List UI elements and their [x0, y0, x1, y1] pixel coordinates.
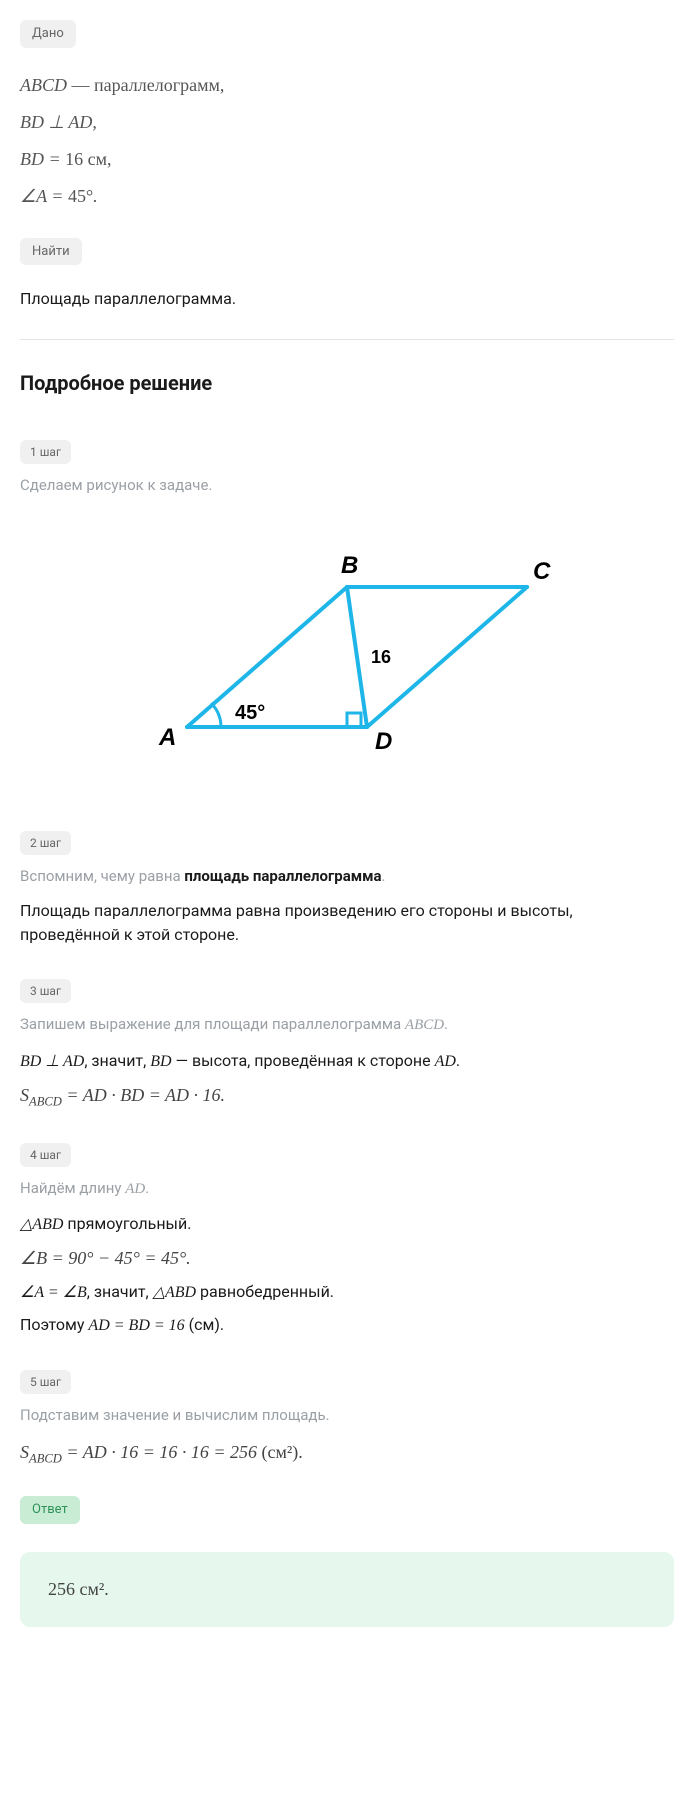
step2-intro-post: . [382, 867, 386, 885]
step3-bd: BD [150, 1053, 171, 1070]
given-line2: BD ⊥ AD, [20, 109, 674, 136]
step4-line3: ∠A = ∠B, значит, △ABD равнобедренный. [20, 1280, 674, 1305]
step3-ad: AD [435, 1053, 456, 1070]
step4-angles: ∠A = ∠B [20, 1284, 87, 1301]
step2-badge: 2 шаг [20, 831, 71, 855]
step1-badge: 1 шаг [20, 440, 71, 464]
step2-intro-pre: Вспомним, чему равна [20, 867, 184, 885]
given-line4: ∠A = 45°. [20, 183, 674, 210]
step4-intro-post: . [145, 1179, 149, 1197]
step4-line4-pre: Поэтому [20, 1315, 88, 1334]
step4-badge: 4 шаг [20, 1143, 71, 1167]
svg-text:45°: 45° [235, 702, 265, 724]
step4-line4-unit: (см). [185, 1315, 224, 1334]
step3-s: S [20, 1085, 29, 1105]
given-bd-val: 16 [65, 149, 83, 169]
find-text: Площадь параллелограмма. [20, 287, 674, 311]
step5-unit: (см²). [257, 1442, 303, 1462]
step5-formula: SABCD = AD · 16 = 16 · 16 = 256 (см²). [20, 1439, 674, 1468]
step3-bd-perp: BD ⊥ AD [20, 1053, 84, 1070]
given-bd-unit: см, [83, 149, 111, 169]
answer-unit: см². [75, 1579, 109, 1599]
divider [20, 339, 674, 340]
find-badge: Найти [20, 238, 82, 266]
step4-line1-post: прямоугольный. [63, 1214, 191, 1233]
step4-line3-post: равнобедренный. [196, 1282, 334, 1301]
step3-mid: , значит, [84, 1051, 150, 1070]
step3-formula: SABCD = AD · BD = AD · 16. [20, 1082, 674, 1111]
step5-badge: 5 шаг [20, 1370, 71, 1394]
answer-badge: Ответ [20, 1496, 80, 1524]
given-angle-a: ∠A = [20, 186, 68, 206]
given-badge: Дано [20, 20, 76, 48]
step5-s: S [20, 1442, 29, 1462]
step4-intro: Найдём длину AD. [20, 1177, 674, 1201]
step3-intro-post: . [444, 1015, 448, 1033]
step4-line3-mid: , значит, [87, 1282, 153, 1301]
given-line1: ABCD — параллелограмм, [20, 72, 674, 99]
step4-intro-math: AD [125, 1181, 145, 1197]
step3-line1: BD ⊥ AD, значит, BD — высота, проведённа… [20, 1049, 674, 1074]
step3-intro-pre: Запишем выражение для площади параллелог… [20, 1015, 405, 1033]
step4-tri: △ABD [20, 1216, 63, 1233]
step3-intro: Запишем выражение для площади параллелог… [20, 1013, 674, 1037]
step3-eq: = AD · BD = AD · 16. [62, 1085, 225, 1105]
given-line3: BD = 16 см, [20, 146, 674, 173]
given-abcd: ABCD [20, 75, 67, 95]
answer-box: 256 см². [20, 1552, 674, 1627]
given-line1-post: — параллелограмм, [67, 75, 224, 95]
step4-line4-math: AD = BD = 16 [88, 1317, 184, 1334]
step3-intro-math: ABCD [405, 1017, 444, 1033]
given-angle-post: . [93, 186, 98, 206]
svg-text:D: D [375, 728, 392, 755]
step4-tri2: △ABD [153, 1284, 196, 1301]
solution-title: Подробное решение [20, 368, 674, 398]
step2-intro-bold: площадь параллелограмма [184, 867, 381, 885]
step4-line2: ∠B = 90° − 45° = 45°. [20, 1245, 674, 1272]
given-bd-eq: BD = [20, 149, 65, 169]
step3-badge: 3 шаг [20, 979, 71, 1003]
step4-intro-pre: Найдём длину [20, 1179, 125, 1197]
svg-text:B: B [341, 552, 358, 579]
step2-text: Площадь параллелограмма равна произведен… [20, 899, 674, 947]
step5-eq: = AD · 16 = 16 · 16 = 256 [62, 1442, 257, 1462]
step5-intro: Подставим значение и вычислим площадь. [20, 1404, 674, 1427]
given-angle-val: 45° [68, 186, 93, 206]
step3-end: . [456, 1051, 460, 1070]
step4-line1: △ABD прямоугольный. [20, 1212, 674, 1237]
step2-intro: Вспомним, чему равна площадь параллелогр… [20, 865, 674, 888]
parallelogram-figure: A B C D 45° 16 [127, 527, 567, 767]
step4-line4: Поэтому AD = BD = 16 (см). [20, 1313, 674, 1338]
step5-sub: ABCD [29, 1452, 62, 1466]
svg-text:C: C [533, 558, 551, 585]
answer-value: 256 [48, 1579, 75, 1599]
step3-post: — высота, проведённая к стороне [172, 1051, 435, 1070]
step3-sub: ABCD [29, 1094, 62, 1108]
svg-text:16: 16 [371, 647, 391, 667]
svg-text:A: A [158, 724, 176, 751]
step1-intro: Сделаем рисунок к задаче. [20, 474, 674, 497]
